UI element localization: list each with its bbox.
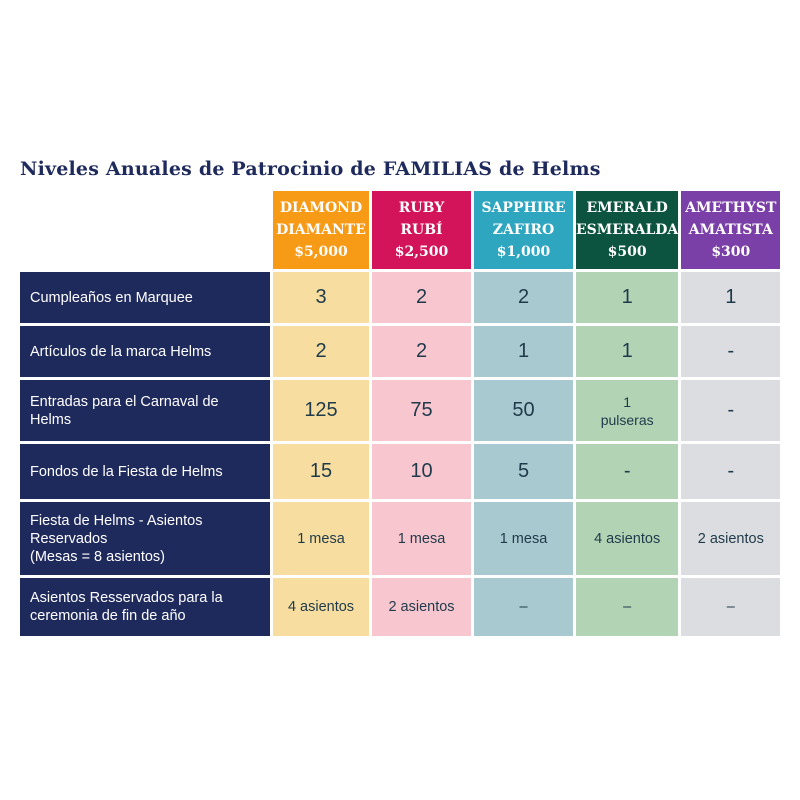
row-label: Artículos de la marca Helms [20,326,270,377]
row-label: Fiesta de Helms - Asientos Reservados (M… [20,502,270,575]
tier-name-es: DIAMANTE [276,222,366,238]
tier-header-ruby: RUBY RUBÍ $2,500 [372,191,471,269]
tier-name-en: EMERALD [586,200,668,216]
cell-emerald: – [576,578,679,636]
row-label: Asientos Resservados para la ceremonia d… [20,578,270,636]
cell-diamond: 4 asientos [273,578,369,636]
cell-ruby: 10 [372,444,471,499]
cell-sapphire: 1 mesa [474,502,573,575]
tier-price: $300 [711,244,751,260]
cell-amethyst: - [681,326,781,377]
table-row: Fiesta de Helms - Asientos Reservados (M… [20,502,781,575]
cell-sapphire: 5 [474,444,573,499]
table-row: Fondos de la Fiesta de Helms 15 10 5 - - [20,444,781,499]
table-row: Asientos Resservados para la ceremonia d… [20,578,781,636]
tier-header-emerald: EMERALD ESMERALDA $500 [576,191,679,269]
cell-diamond: 1 mesa [273,502,369,575]
sponsorship-table: DIAMOND DIAMANTE $5,000 RUBY RUBÍ $2,500… [17,188,783,639]
tier-name-en: DIAMOND [279,200,363,216]
cell-note: pulseras [600,411,654,428]
cell-emerald: - [576,444,679,499]
row-label: Fondos de la Fiesta de Helms [20,444,270,499]
cell-amethyst: - [681,444,781,499]
tier-name-es: AMATISTA [688,222,773,238]
tier-price: $5,000 [294,244,348,260]
cell-ruby: 75 [372,380,471,441]
cell-amethyst: – [681,578,781,636]
cell-diamond: 2 [273,326,369,377]
tier-header-row: DIAMOND DIAMANTE $5,000 RUBY RUBÍ $2,500… [20,191,781,269]
row-label: Entradas para el Carnaval de Helms [20,380,270,441]
cell-emerald: 1 [576,326,679,377]
tier-name-en: RUBY [398,200,445,216]
cell-ruby: 2 [372,272,471,323]
cell-value: 1 [623,393,632,410]
table-row: Artículos de la marca Helms 2 2 1 1 - [20,326,781,377]
table-row: Entradas para el Carnaval de Helms 125 7… [20,380,781,441]
cell-amethyst: - [681,380,781,441]
cell-ruby: 1 mesa [372,502,471,575]
tier-name-es: RUBÍ [400,222,443,238]
cell-emerald: 1 [576,272,679,323]
cell-diamond: 3 [273,272,369,323]
table-row: Cumpleaños en Marquee 3 2 2 1 1 [20,272,781,323]
cell-amethyst: 1 [681,272,781,323]
tier-price: $1,000 [496,244,551,260]
header-corner [20,191,270,269]
page-title: Niveles Anuales de Patrocinio de FAMILIA… [20,158,601,180]
row-label: Cumpleaños en Marquee [20,272,270,323]
tier-name-es: ZAFIRO [492,222,555,238]
tier-name-en: AMETHYST [685,200,777,216]
cell-emerald: 4 asientos [576,502,679,575]
row-label-line: (Mesas = 8 asientos) [30,548,165,565]
cell-sapphire: 2 [474,272,573,323]
cell-emerald: 1 pulseras [576,380,679,441]
row-label-line: Fiesta de Helms - Asientos Reservados [30,512,203,547]
tier-name-en: SAPPHIRE [481,200,566,216]
cell-ruby: 2 asientos [372,578,471,636]
cell-sapphire: 1 [474,326,573,377]
cell-diamond: 15 [273,444,369,499]
tier-price: $2,500 [394,244,449,260]
cell-ruby: 2 [372,326,471,377]
cell-diamond: 125 [273,380,369,441]
tier-name-es: ESMERALDA [576,222,679,238]
cell-sapphire: – [474,578,573,636]
cell-sapphire: 50 [474,380,573,441]
tier-header-amethyst: AMETHYST AMATISTA $300 [681,191,781,269]
tier-header-sapphire: SAPPHIRE ZAFIRO $1,000 [474,191,573,269]
cell-amethyst: 2 asientos [681,502,781,575]
tier-header-diamond: DIAMOND DIAMANTE $5,000 [273,191,369,269]
tier-price: $500 [607,244,647,260]
